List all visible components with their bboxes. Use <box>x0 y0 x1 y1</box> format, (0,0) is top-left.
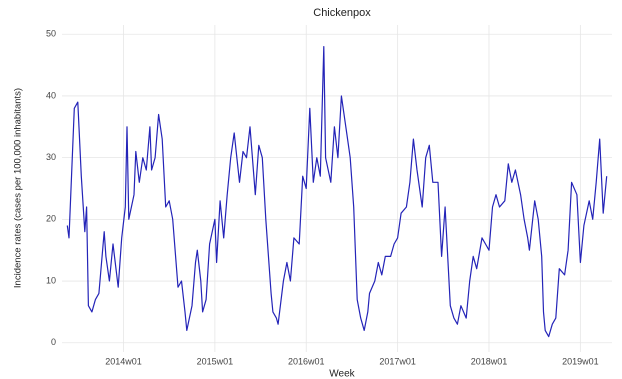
y-tick-label: 20 <box>46 214 56 224</box>
y-tick-label: 0 <box>51 337 56 347</box>
x-tick-label: 2015w01 <box>197 356 234 366</box>
y-tick-label: 40 <box>46 90 56 100</box>
x-axis-label: Week <box>329 369 355 379</box>
x-tick-label: 2018w01 <box>471 356 508 366</box>
data-line <box>66 46 608 338</box>
y-tick-label: 30 <box>46 152 56 162</box>
chart-title: Chickenpox <box>313 7 371 19</box>
y-axis-label: Incidence rates (cases per 100,000 inhab… <box>13 88 24 288</box>
x-tick-label: 2016w01 <box>288 356 325 366</box>
x-tick-label: 2014w01 <box>105 356 142 366</box>
y-tick-label: 10 <box>46 275 56 285</box>
x-tick-label: 2017w01 <box>379 356 416 366</box>
x-tick-label: 2019w01 <box>562 356 599 366</box>
y-tick-label: 50 <box>46 29 56 39</box>
